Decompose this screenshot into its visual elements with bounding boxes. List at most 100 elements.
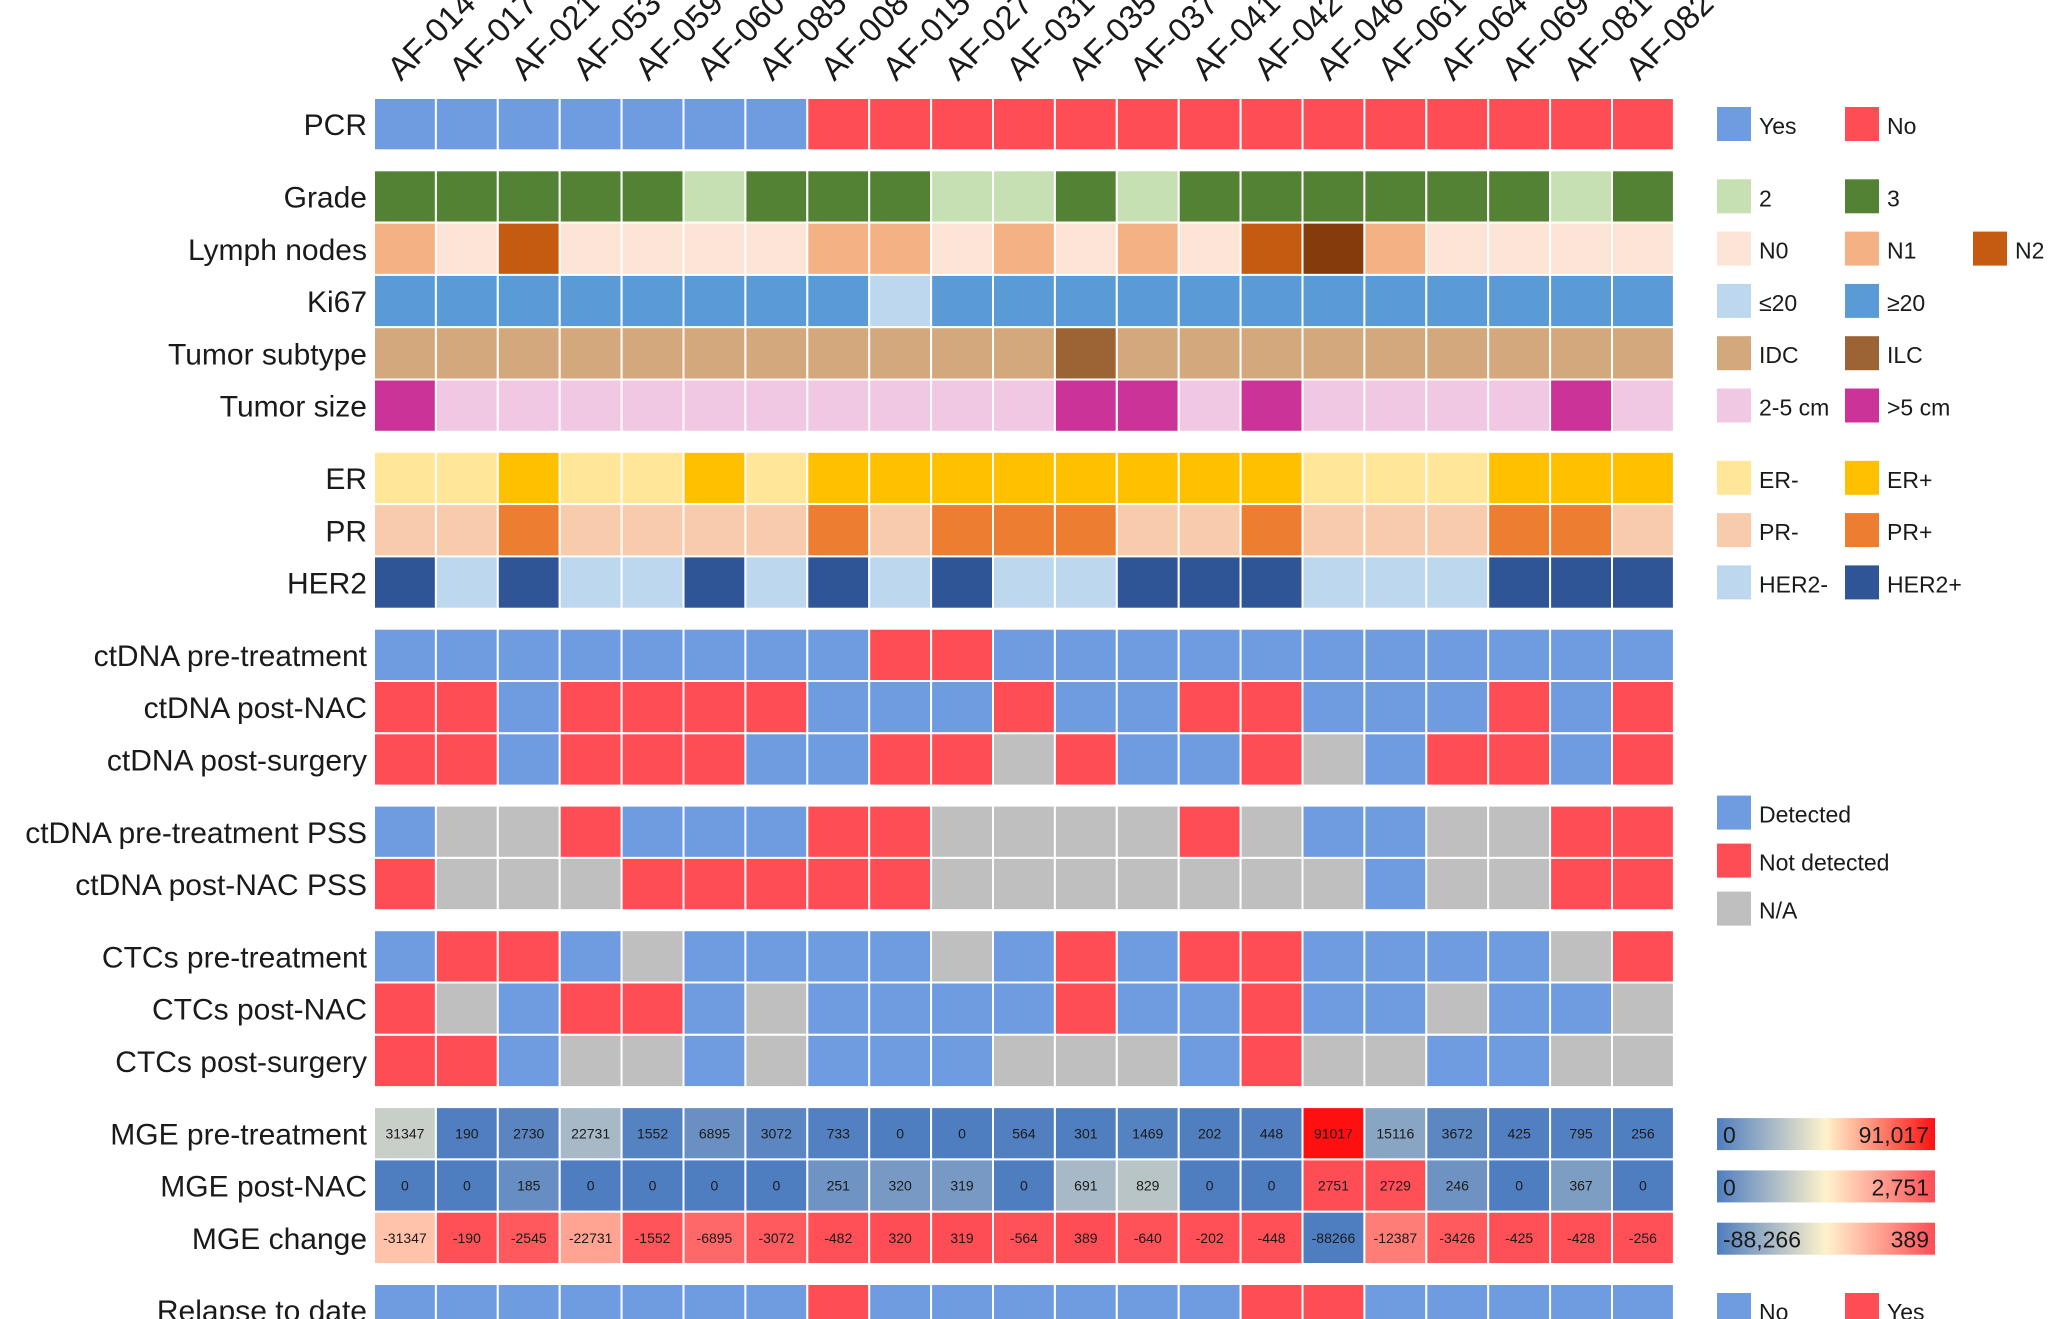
cell-tumor-subtype-af-021: [496, 326, 561, 381]
cell-ctcs-post-surgery-af-008: [806, 1033, 871, 1089]
row-label-ctdna-post-nac: ctDNA post-NAC: [144, 692, 367, 725]
cell-er-af-064: [1425, 450, 1490, 506]
cell-grade-af-081: [1549, 169, 1613, 224]
row-label-ki67: Ki67: [307, 286, 367, 319]
cell-value-mge-change-af-017: -190: [453, 1230, 481, 1246]
cell-value-mge-post-nac-af-014: 0: [401, 1178, 409, 1194]
legend-label-no: No: [1759, 1299, 1788, 1319]
cell-pr-af-035: [1053, 503, 1118, 558]
legend-swatch-n-a: [1717, 891, 1751, 926]
cell-pcr-af-014: [373, 97, 437, 152]
cell-mge-change-af-021: [496, 1210, 561, 1265]
cell-ctdna-post-nac-af-015: [868, 680, 933, 735]
cell-tumor-size-af-053: [558, 378, 623, 433]
cell-value-mge-post-nac-af-069: 0: [1515, 1178, 1523, 1194]
cell-tumor-subtype-af-046: [1301, 326, 1366, 381]
cell-ctdna-post-nac-af-008: [806, 680, 871, 735]
cell-ctcs-post-nac-af-082: [1611, 981, 1675, 1036]
legend-gradient-min: 0: [1723, 1174, 1736, 1200]
cell-tumor-subtype-af-037: [1115, 326, 1180, 381]
cell-ctdna-post-surgery-af-014: [373, 732, 437, 787]
cell-ctdna-post-nac-pss-af-017: [434, 856, 499, 912]
cell-ctdna-post-surgery-af-031: [992, 732, 1056, 787]
cell-er-af-027: [930, 450, 994, 506]
cell-ctdna-post-nac-pss-af-060: [682, 856, 747, 912]
cell-ctcs-pre-treatment-af-031: [992, 929, 1056, 984]
cell-ctdna-pre-treatment-pss-af-060: [682, 804, 747, 859]
cell-ctdna-post-surgery-af-015: [868, 732, 933, 787]
row-label-mge-post-nac: MGE post-NAC: [160, 1171, 367, 1204]
cell-ctdna-post-nac-af-061: [1363, 680, 1428, 735]
cell-ki67-af-081: [1549, 273, 1613, 329]
cell-ki67-af-042: [1239, 273, 1304, 329]
cell-tumor-size-af-082: [1611, 378, 1675, 433]
legend-label-3: 3: [1887, 185, 1900, 211]
cell-pcr-af-042: [1239, 97, 1304, 152]
cell-her2-af-061: [1363, 555, 1428, 610]
cell-relapse-to-date-af-061: [1363, 1283, 1428, 1319]
cell-ki67-af-031: [992, 273, 1056, 329]
cell-pr-af-046: [1301, 503, 1366, 558]
cell-ctcs-pre-treatment-af-021: [496, 929, 561, 984]
cell-value-mge-change-af-046: -88266: [1312, 1230, 1356, 1246]
cell-ctdna-pre-treatment-af-021: [496, 627, 561, 683]
cell-ctcs-post-surgery-af-021: [496, 1033, 561, 1089]
cell-ki67-af-059: [620, 273, 685, 329]
cell-grade-af-017: [434, 169, 499, 224]
cell-her2-af-069: [1487, 555, 1552, 610]
legend-swatch-2-5-cm: [1717, 388, 1751, 423]
cell-pcr-af-046: [1301, 97, 1366, 152]
cell-her2-af-015: [868, 555, 933, 610]
cell-tumor-subtype-af-035: [1053, 326, 1118, 381]
cell-mge-post-nac-af-017: [434, 1158, 499, 1213]
cell-tumor-size-af-017: [434, 378, 499, 433]
cell-tumor-subtype-af-042: [1239, 326, 1304, 381]
cell-pr-af-059: [620, 503, 685, 558]
cell-relapse-to-date-af-008: [806, 1283, 871, 1319]
legend-swatch-er: [1845, 460, 1879, 495]
cell-mge-change-af-015: [868, 1210, 933, 1265]
cell-ctcs-pre-treatment-af-037: [1115, 929, 1180, 984]
cell-ctcs-pre-treatment-af-035: [1053, 929, 1118, 984]
cell-value-mge-pre-treatment-af-017: 190: [455, 1125, 479, 1141]
cell-value-mge-pre-treatment-af-042: 448: [1260, 1125, 1284, 1141]
cell-tumor-subtype-af-015: [868, 326, 933, 381]
cell-ctdna-post-surgery-af-085: [744, 732, 809, 787]
cell-mge-change-af-081: [1549, 1210, 1613, 1265]
cell-value-mge-pre-treatment-af-008: 733: [827, 1125, 851, 1141]
cell-ctcs-post-nac-af-069: [1487, 981, 1552, 1036]
cell-mge-change-af-008: [806, 1210, 871, 1265]
cell-tumor-size-af-035: [1053, 378, 1118, 433]
legend-label-her2: HER2+: [1887, 571, 1962, 597]
cell-ki67-af-041: [1177, 273, 1242, 329]
cell-ctcs-pre-treatment-af-053: [558, 929, 623, 984]
cell-tumor-subtype-af-031: [992, 326, 1056, 381]
cell-ctdna-post-nac-pss-af-085: [744, 856, 809, 912]
cell-her2-af-064: [1425, 555, 1490, 610]
cell-ki67-af-053: [558, 273, 623, 329]
cell-mge-post-nac-af-053: [558, 1158, 623, 1213]
cell-value-mge-post-nac-af-015: 320: [888, 1178, 912, 1194]
cell-ctdna-post-surgery-af-082: [1611, 732, 1675, 787]
cell-value-mge-pre-treatment-af-085: 3072: [761, 1125, 792, 1141]
cell-ctcs-pre-treatment-af-082: [1611, 929, 1675, 984]
cell-value-mge-change-af-069: -425: [1505, 1230, 1533, 1246]
cell-ctcs-post-surgery-af-035: [1053, 1033, 1118, 1089]
cell-ctdna-post-nac-af-017: [434, 680, 499, 735]
cell-ctdna-pre-treatment-af-027: [930, 627, 994, 683]
cell-relapse-to-date-af-017: [434, 1283, 499, 1319]
row-label-grade: Grade: [284, 181, 367, 214]
cell-her2-af-060: [682, 555, 747, 610]
cell-pcr-af-027: [930, 97, 994, 152]
cell-ki67-af-015: [868, 273, 933, 329]
cell-ctdna-post-nac-pss-af-082: [1611, 856, 1675, 912]
cell-ctdna-post-nac-pss-af-064: [1425, 856, 1490, 912]
row-label-tumor-size: Tumor size: [220, 391, 367, 424]
legend-swatch-no: [1845, 107, 1879, 141]
cell-ctdna-pre-treatment-af-015: [868, 627, 933, 683]
cell-ctcs-pre-treatment-af-027: [930, 929, 994, 984]
cell-pcr-af-081: [1549, 97, 1613, 152]
cell-ctdna-post-nac-af-059: [620, 680, 685, 735]
cell-ctcs-post-nac-af-031: [992, 981, 1056, 1036]
cell-ctdna-pre-treatment-pss-af-046: [1301, 804, 1366, 859]
